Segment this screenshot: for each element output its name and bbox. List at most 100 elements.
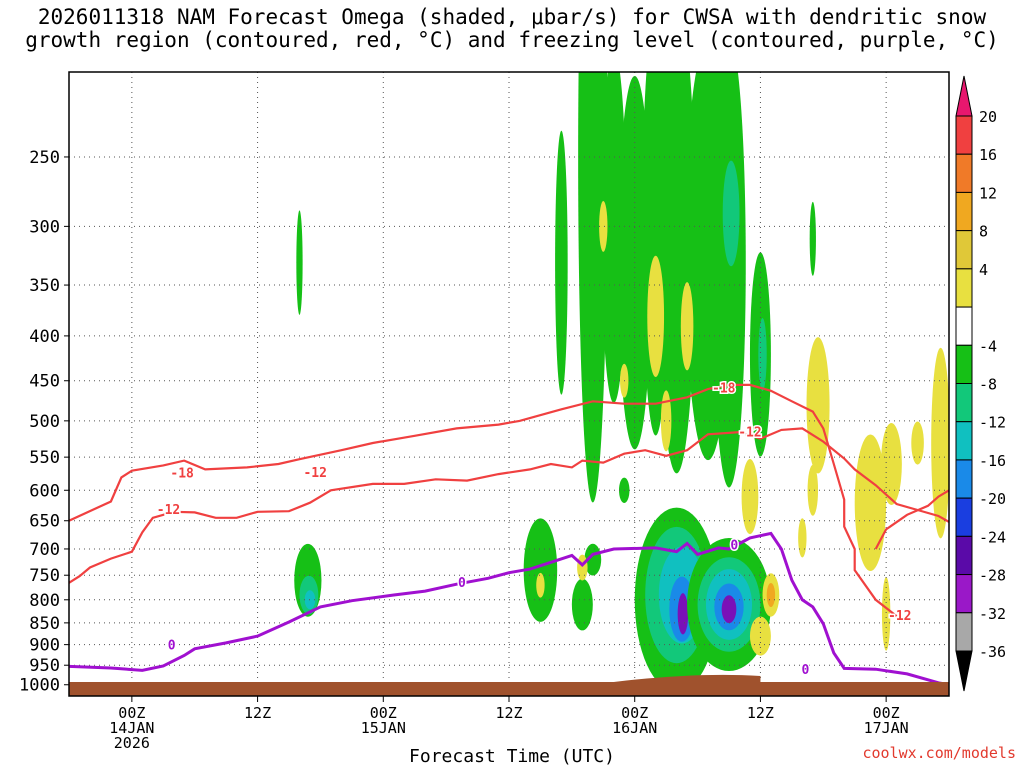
contour-line xyxy=(874,489,949,550)
chart-title: 2026011318 NAM Forecast Omega (shaded, μ… xyxy=(0,6,1024,52)
omega-cell-green xyxy=(523,518,558,622)
y-tick-label: 450 xyxy=(29,372,60,392)
colorbar-label: -28 xyxy=(979,567,1006,585)
terrain-band xyxy=(69,674,949,696)
x-axis-title: Forecast Time (UTC) xyxy=(409,746,615,767)
omega-cell-green xyxy=(712,72,746,488)
contour-lines xyxy=(69,383,949,687)
colorbar-label: -32 xyxy=(979,605,1006,623)
colorbar-bottom-arrow xyxy=(955,650,973,692)
y-tick-label: 300 xyxy=(29,217,60,237)
omega-cell-yellow xyxy=(854,434,887,572)
omega-cell-green xyxy=(578,72,608,503)
x-tick-label: 15JAN xyxy=(361,719,406,737)
colorbar-label: -16 xyxy=(979,452,1006,470)
grid-lines xyxy=(69,72,949,696)
omega-cell-yellow xyxy=(647,255,665,377)
y-tick-label: 950 xyxy=(29,656,60,676)
omega-cell-teal xyxy=(758,318,767,391)
omega-cell-purple xyxy=(721,595,737,624)
colorbar-segment xyxy=(955,306,973,346)
y-tick-label: 650 xyxy=(29,512,60,532)
colorbar-segment xyxy=(955,115,973,155)
chart-title-line-2: growth region (contoured, red, °C) and f… xyxy=(25,28,999,52)
colorbar-segment xyxy=(955,459,973,499)
y-tick-label: 350 xyxy=(29,276,60,296)
omega-cell-yellow xyxy=(660,390,672,452)
contour-line xyxy=(69,383,898,617)
colorbar: 20 16 12 8 4 -4 -8 -12 -16 -20 -24 -28 -32 -36 xyxy=(955,75,1006,692)
colorbar-segment xyxy=(955,344,973,384)
colorbar-label: -24 xyxy=(979,528,1006,546)
x-tick-label: 2026 xyxy=(114,734,150,752)
omega-cell-yellow xyxy=(880,423,902,505)
y-tick-label: 850 xyxy=(29,614,60,634)
contour-label: 0 xyxy=(458,576,466,591)
contour-line xyxy=(69,531,949,687)
colorbar-label: -36 xyxy=(979,643,1006,661)
y-tick-label: 800 xyxy=(29,591,60,611)
x-tick-label: 00Z xyxy=(118,704,145,722)
x-tick-label: 00Z xyxy=(621,704,648,722)
contour-label: 0 xyxy=(802,663,810,678)
x-tick-label: 16JAN xyxy=(612,719,657,737)
x-tick-label: 12Z xyxy=(244,704,271,722)
omega-cell-yellow xyxy=(881,576,891,651)
y-tick-label: 750 xyxy=(29,566,60,586)
colorbar-top-arrow xyxy=(955,75,973,117)
contour-label: -12 xyxy=(738,425,761,440)
omega-cell-yellow xyxy=(680,282,694,371)
omega-cell-yellow xyxy=(798,518,807,558)
y-tick-label: 1000 xyxy=(19,676,60,696)
x-tick-label: 12Z xyxy=(747,704,774,722)
credit-link[interactable]: coolwx.com/models xyxy=(862,744,1016,762)
omega-cell-yellow xyxy=(806,337,830,474)
omega-cell-orange xyxy=(766,582,776,608)
colorbar-label: -8 xyxy=(979,376,997,394)
chart-title-line-1: 2026011318 NAM Forecast Omega (shaded, μ… xyxy=(37,5,987,29)
omega-cell-yellow xyxy=(536,572,545,598)
omega-cell-yellow xyxy=(807,464,819,516)
y-tick-label: 900 xyxy=(29,636,60,656)
omega-cell-green xyxy=(571,578,593,631)
omega-cell-green xyxy=(657,72,696,474)
y-tick-label: 550 xyxy=(29,448,60,468)
y-tick-label: 250 xyxy=(29,148,60,168)
colorbar-segment xyxy=(955,421,973,461)
omega-cell-teal xyxy=(722,160,740,267)
omega-shading xyxy=(294,72,949,692)
omega-cell-green xyxy=(584,543,602,576)
y-tick-label: 500 xyxy=(29,412,60,432)
colorbar-segment xyxy=(955,153,973,193)
contour-label: -18 xyxy=(170,467,194,482)
terrain-ground xyxy=(69,682,949,696)
contour-label: 0 xyxy=(730,539,738,554)
omega-cell-purple xyxy=(677,593,689,635)
colorbar-label: 20 xyxy=(979,108,997,126)
contour-label: -12 xyxy=(157,503,180,518)
contour-label: -18 xyxy=(712,381,736,396)
contour-label: -12 xyxy=(888,609,911,624)
colorbar-label: 12 xyxy=(979,184,997,202)
y-tick-label: 600 xyxy=(29,481,60,501)
omega-cell-green xyxy=(296,210,303,315)
x-tick-label: 17JAN xyxy=(864,719,909,737)
colorbar-segment xyxy=(955,268,973,308)
colorbar-segment xyxy=(955,497,973,537)
contour-label: 0 xyxy=(168,639,176,654)
colorbar-label: 4 xyxy=(979,261,988,279)
colorbar-segment xyxy=(955,612,973,652)
x-tick-label: 12Z xyxy=(495,704,522,722)
omega-cell-green xyxy=(809,201,816,276)
colorbar-segment xyxy=(955,574,973,614)
x-tick-label: 00Z xyxy=(370,704,397,722)
x-tick-label: 14JAN xyxy=(109,719,154,737)
colorbar-label: -4 xyxy=(979,337,997,355)
omega-cell-yellow xyxy=(741,458,759,535)
terrain-ridge xyxy=(613,674,761,682)
colorbar-label: 16 xyxy=(979,146,997,164)
contour-label: -12 xyxy=(303,466,326,481)
y-tick-label: 400 xyxy=(29,327,60,347)
